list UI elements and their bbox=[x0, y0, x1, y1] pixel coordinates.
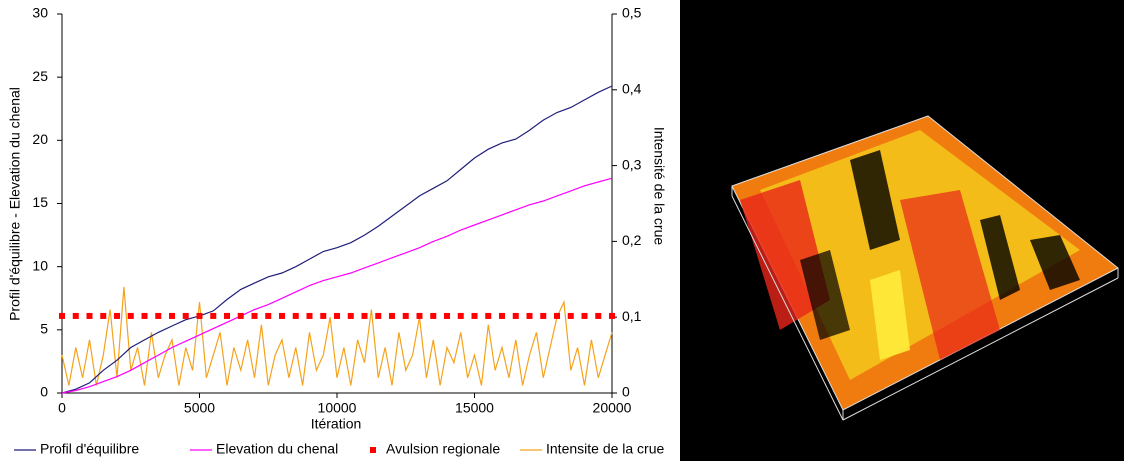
y-axis-label: Profil d'équilibre - Elevation du chenal bbox=[7, 87, 23, 321]
marker bbox=[499, 312, 505, 319]
y-tick-label: 30 bbox=[32, 5, 48, 21]
legend-swatch bbox=[370, 447, 376, 453]
legend-label: Avulsion regionale bbox=[386, 441, 500, 457]
marker bbox=[334, 312, 340, 319]
series-line bbox=[61, 85, 613, 394]
x-tick-label: 0 bbox=[58, 400, 66, 416]
y2-tick-label: 0,3 bbox=[622, 156, 642, 172]
y2-tick-label: 0,2 bbox=[622, 232, 642, 248]
marker bbox=[471, 312, 478, 319]
marker bbox=[389, 312, 395, 319]
y-tick-label: 5 bbox=[40, 321, 48, 337]
marker bbox=[347, 312, 354, 319]
marker bbox=[430, 312, 437, 319]
marker bbox=[457, 312, 464, 319]
render-image bbox=[680, 0, 1124, 461]
y-tick-label: 25 bbox=[32, 68, 48, 84]
marker bbox=[196, 312, 203, 319]
marker bbox=[279, 312, 285, 319]
marker bbox=[224, 312, 230, 319]
marker bbox=[265, 312, 272, 319]
y-tick-label: 10 bbox=[32, 257, 48, 273]
x-tick-label: 15000 bbox=[455, 400, 494, 416]
marker bbox=[59, 312, 65, 319]
marker bbox=[100, 312, 107, 319]
marker bbox=[402, 312, 409, 319]
marker bbox=[609, 312, 615, 319]
y2-tick-label: 0,4 bbox=[622, 81, 642, 97]
marker bbox=[114, 312, 120, 319]
series-line bbox=[61, 177, 613, 394]
y2-tick-label: 0,5 bbox=[622, 5, 642, 21]
marker bbox=[595, 312, 602, 319]
marker bbox=[526, 312, 533, 319]
marker bbox=[581, 312, 588, 319]
marker bbox=[182, 312, 189, 319]
marker bbox=[416, 312, 423, 319]
marker bbox=[540, 312, 547, 319]
y-tick-label: 20 bbox=[32, 131, 48, 147]
marker bbox=[306, 312, 313, 319]
marker bbox=[444, 312, 450, 319]
marker bbox=[86, 312, 93, 319]
marker bbox=[375, 312, 382, 319]
marker bbox=[127, 312, 134, 319]
marker bbox=[155, 312, 162, 319]
x-tick-label: 10000 bbox=[318, 400, 357, 416]
marker bbox=[320, 312, 327, 319]
y2-axis-label: Intensité de la crue bbox=[651, 127, 667, 246]
legend-label: Intensite de la crue bbox=[546, 441, 665, 457]
y-tick-label: 15 bbox=[32, 194, 48, 210]
marker bbox=[512, 312, 519, 319]
y2-tick-label: 0 bbox=[622, 384, 630, 400]
marker bbox=[210, 312, 217, 319]
marker bbox=[141, 312, 148, 319]
marker bbox=[361, 312, 368, 319]
y-tick-label: 0 bbox=[40, 384, 48, 400]
series-line bbox=[61, 286, 613, 386]
x-axis-label: Itération bbox=[311, 416, 362, 432]
marker bbox=[72, 312, 79, 319]
marker bbox=[292, 312, 299, 319]
marker bbox=[237, 312, 244, 319]
y2-tick-label: 0,1 bbox=[622, 308, 642, 324]
marker bbox=[251, 312, 258, 319]
x-tick-label: 5000 bbox=[184, 400, 215, 416]
marker bbox=[567, 312, 574, 319]
marker bbox=[169, 312, 175, 319]
legend-label: Elevation du chenal bbox=[216, 441, 338, 457]
legend-label: Profil d'équilibre bbox=[40, 441, 139, 457]
marker bbox=[485, 312, 492, 319]
x-tick-label: 20000 bbox=[593, 400, 632, 416]
marker bbox=[554, 312, 560, 319]
